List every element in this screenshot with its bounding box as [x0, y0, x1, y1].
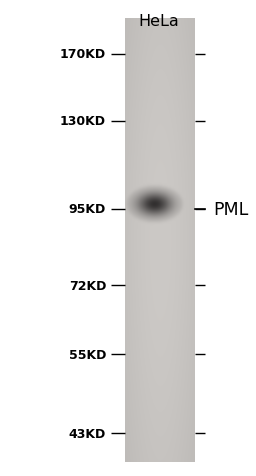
Text: HeLa: HeLa — [138, 14, 179, 29]
Text: 95KD: 95KD — [69, 203, 106, 216]
Text: 130KD: 130KD — [60, 115, 106, 128]
Text: 170KD: 170KD — [60, 48, 106, 61]
Text: PML: PML — [213, 200, 249, 218]
Text: 55KD: 55KD — [69, 348, 106, 361]
Text: 43KD: 43KD — [69, 426, 106, 440]
Text: 72KD: 72KD — [69, 279, 106, 292]
